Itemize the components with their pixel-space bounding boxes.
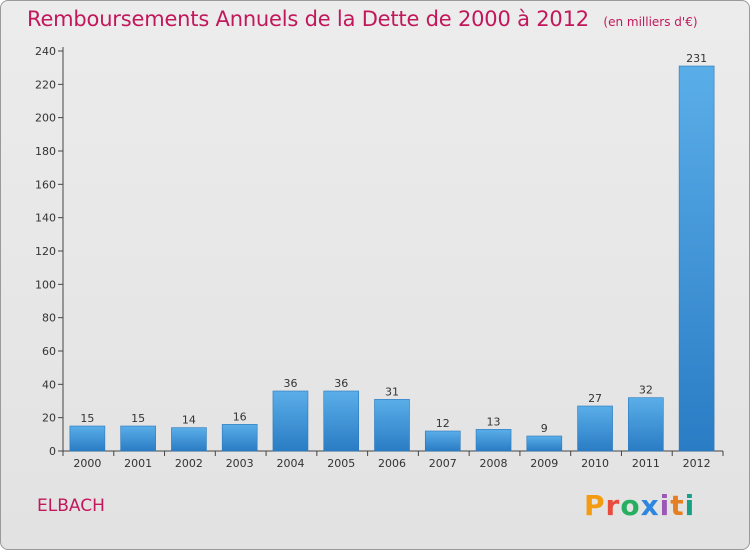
y-tick-label: 160 xyxy=(35,178,56,191)
y-tick-label: 0 xyxy=(49,445,56,458)
data-label: 32 xyxy=(639,384,653,397)
y-tick-label: 120 xyxy=(35,245,56,258)
logo-letter: t xyxy=(670,489,685,522)
x-tick-label: 2001 xyxy=(124,457,152,470)
data-label: 27 xyxy=(588,392,602,405)
x-tick-label: 2002 xyxy=(175,457,203,470)
bar xyxy=(374,399,410,452)
bar xyxy=(628,397,664,452)
bar xyxy=(424,430,461,452)
data-label: 231 xyxy=(686,52,707,65)
x-tick-label: 2011 xyxy=(632,457,660,470)
y-tick-label: 240 xyxy=(35,45,56,58)
x-tick-label: 2007 xyxy=(429,457,457,470)
bar xyxy=(69,425,106,452)
data-label: 36 xyxy=(334,377,348,390)
logo-letter: o xyxy=(620,489,641,522)
axes: 0 20 40 60 80 100 120 140 160 180 200 220 240 2000 200… xyxy=(35,45,724,470)
logo-letter: i xyxy=(684,489,696,522)
logo-letter: x xyxy=(640,489,660,522)
x-tick-label: 2004 xyxy=(276,457,304,470)
x-tick-label: 2010 xyxy=(581,457,609,470)
bar xyxy=(526,435,563,452)
chart-title: Remboursements Annuels de la Dette de 20… xyxy=(27,7,698,31)
y-tick-label: 200 xyxy=(35,112,56,125)
bar xyxy=(272,390,309,452)
x-tick-label: 2005 xyxy=(327,457,355,470)
data-label: 12 xyxy=(436,417,450,430)
data-label: 36 xyxy=(283,377,297,390)
bars xyxy=(69,65,715,452)
chart-title-text: Remboursements Annuels de la Dette de 20… xyxy=(27,7,589,31)
logo-letter: P xyxy=(584,489,606,522)
proxiti-logo[interactable]: Proxiti xyxy=(584,489,695,522)
x-tick-label: 2003 xyxy=(226,457,254,470)
y-tick-label: 20 xyxy=(42,412,56,425)
y-tick-label: 60 xyxy=(42,345,56,358)
data-label: 15 xyxy=(80,412,94,425)
x-tick-label: 2012 xyxy=(683,457,711,470)
data-label: 14 xyxy=(182,414,196,427)
data-label: 9 xyxy=(541,422,548,435)
x-tick-label: 2008 xyxy=(480,457,508,470)
bar xyxy=(475,429,512,452)
x-tick-label: 2009 xyxy=(530,457,558,470)
data-label: 15 xyxy=(131,412,145,425)
data-label: 13 xyxy=(487,415,501,428)
data-labels: 15 15 14 16 36 36 31 12 13 9 27 32 231 xyxy=(80,52,707,435)
chart-unit: (en milliers d'€) xyxy=(603,15,698,29)
commune-name: ELBACH xyxy=(37,496,105,516)
y-tick-label: 220 xyxy=(35,78,56,91)
bar xyxy=(577,405,613,452)
bar xyxy=(678,65,715,452)
bar xyxy=(323,390,360,452)
bar xyxy=(120,425,156,452)
y-tick-label: 180 xyxy=(35,145,56,158)
y-tick-label: 140 xyxy=(35,212,56,225)
logo-letter: r xyxy=(605,489,621,522)
x-tick-label: 2000 xyxy=(73,457,101,470)
data-label: 31 xyxy=(385,385,399,398)
data-label: 16 xyxy=(233,410,247,423)
bar xyxy=(171,427,207,452)
bar xyxy=(221,424,258,452)
y-tick-label: 40 xyxy=(42,378,56,391)
y-tick-label: 100 xyxy=(35,278,56,291)
x-tick-label: 2006 xyxy=(378,457,406,470)
y-tick-label: 80 xyxy=(42,312,56,325)
logo-letter: i xyxy=(659,489,671,522)
